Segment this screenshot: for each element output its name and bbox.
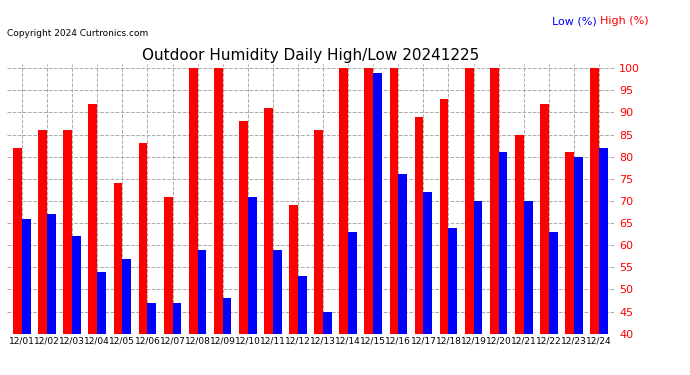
Bar: [172, 303, 181, 375]
Bar: [599, 148, 608, 375]
Text: Copyright 2024 Curtronics.com: Copyright 2024 Curtronics.com: [7, 28, 148, 38]
Text: High (%): High (%): [600, 16, 649, 26]
Bar: [264, 108, 273, 375]
Bar: [348, 232, 357, 375]
Bar: [590, 68, 599, 375]
Bar: [197, 250, 206, 375]
Bar: [398, 174, 407, 375]
Bar: [549, 232, 558, 375]
Bar: [473, 201, 482, 375]
Bar: [88, 104, 97, 375]
Bar: [164, 196, 172, 375]
Bar: [448, 228, 457, 375]
Bar: [139, 143, 148, 375]
Bar: [373, 73, 382, 375]
Bar: [339, 68, 348, 375]
Bar: [415, 117, 424, 375]
Bar: [524, 201, 533, 375]
Bar: [248, 196, 257, 375]
Bar: [22, 219, 31, 375]
Title: Outdoor Humidity Daily High/Low 20241225: Outdoor Humidity Daily High/Low 20241225: [142, 48, 479, 63]
Bar: [97, 272, 106, 375]
Bar: [114, 183, 122, 375]
Bar: [540, 104, 549, 375]
Bar: [47, 214, 56, 375]
Bar: [214, 68, 223, 375]
Bar: [72, 236, 81, 375]
Bar: [223, 298, 231, 375]
Bar: [424, 192, 432, 375]
Bar: [289, 206, 298, 375]
Bar: [440, 99, 449, 375]
Bar: [465, 68, 473, 375]
Bar: [314, 130, 323, 375]
Bar: [565, 152, 574, 375]
Bar: [13, 148, 22, 375]
Bar: [390, 68, 398, 375]
Bar: [515, 135, 524, 375]
Bar: [63, 130, 72, 375]
Bar: [364, 68, 373, 375]
Bar: [148, 303, 156, 375]
Bar: [499, 152, 507, 375]
Bar: [122, 258, 131, 375]
Text: Low (%): Low (%): [552, 16, 597, 26]
Bar: [574, 157, 583, 375]
Bar: [490, 68, 499, 375]
Bar: [189, 68, 197, 375]
Bar: [38, 130, 47, 375]
Bar: [298, 276, 307, 375]
Bar: [323, 312, 332, 375]
Bar: [273, 250, 282, 375]
Bar: [239, 121, 248, 375]
